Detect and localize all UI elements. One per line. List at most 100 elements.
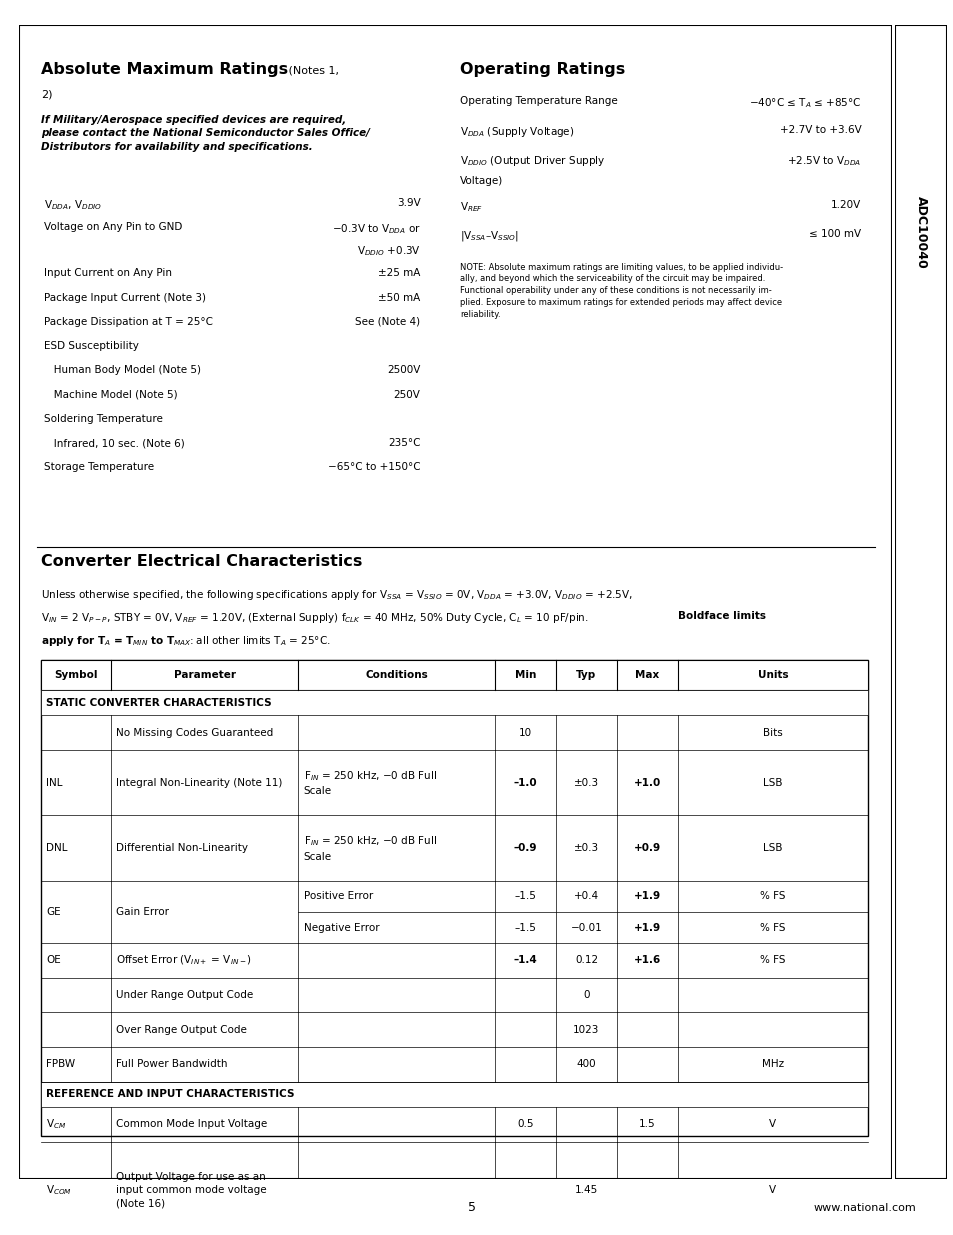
Text: Human Body Model (Note 5): Human Body Model (Note 5) <box>44 366 200 375</box>
Text: ±0.3: ±0.3 <box>574 778 598 788</box>
Text: REFERENCE AND INPUT CHARACTERISTICS: REFERENCE AND INPUT CHARACTERISTICS <box>46 1089 294 1099</box>
Text: % FS: % FS <box>760 892 784 902</box>
Text: ≤ 100 mV: ≤ 100 mV <box>808 228 861 240</box>
Text: (Notes 1,: (Notes 1, <box>285 65 339 75</box>
Text: GE: GE <box>46 906 61 918</box>
Text: Bits: Bits <box>762 727 781 737</box>
Text: Positive Error: Positive Error <box>303 892 373 902</box>
Text: : all other limits T$_A$ = 25°C.: : all other limits T$_A$ = 25°C. <box>189 635 331 648</box>
Text: –1.5: –1.5 <box>514 892 536 902</box>
Text: +1.0: +1.0 <box>634 778 660 788</box>
Text: 0.12: 0.12 <box>575 956 598 966</box>
Text: Operating Temperature Range: Operating Temperature Range <box>459 96 617 106</box>
Text: 0: 0 <box>582 990 589 1000</box>
Text: Soldering Temperature: Soldering Temperature <box>44 414 162 424</box>
Text: apply for T$_A$ = T$_{MIN}$ to T$_{MAX}$: apply for T$_A$ = T$_{MIN}$ to T$_{MAX}$ <box>41 635 192 648</box>
Text: Conditions: Conditions <box>365 669 428 679</box>
Text: 0.5: 0.5 <box>517 1119 533 1130</box>
Text: Full Power Bandwidth: Full Power Bandwidth <box>116 1060 227 1070</box>
Text: LSB: LSB <box>762 778 781 788</box>
Text: Output Voltage for use as an
input common mode voltage
(Note 16): Output Voltage for use as an input commo… <box>116 1172 266 1208</box>
Text: +0.9: +0.9 <box>634 844 660 853</box>
Text: DNL: DNL <box>46 844 68 853</box>
Text: +1.9: +1.9 <box>634 923 660 932</box>
Text: Boldface limits: Boldface limits <box>678 611 765 621</box>
Text: Min: Min <box>514 669 536 679</box>
Text: ±0.3: ±0.3 <box>574 844 598 853</box>
Text: Units: Units <box>757 669 787 679</box>
Text: F$_{IN}$ = 250 kHz, −0 dB Full
Scale: F$_{IN}$ = 250 kHz, −0 dB Full Scale <box>303 769 436 797</box>
Text: +2.7V to +3.6V: +2.7V to +3.6V <box>779 125 861 135</box>
Text: −0.01: −0.01 <box>570 923 601 932</box>
Text: ESD Susceptibility: ESD Susceptibility <box>44 341 138 351</box>
Text: FPBW: FPBW <box>46 1060 75 1070</box>
Text: V$_{CM}$: V$_{CM}$ <box>46 1118 67 1131</box>
Text: ±25 mA: ±25 mA <box>377 268 420 278</box>
Text: −40°C ≤ T$_A$ ≤ +85°C: −40°C ≤ T$_A$ ≤ +85°C <box>748 96 861 110</box>
Text: −0.3V to V$_{DDA}$ or: −0.3V to V$_{DDA}$ or <box>332 222 420 236</box>
Text: Input Current on Any Pin: Input Current on Any Pin <box>44 268 172 278</box>
Text: V: V <box>768 1119 776 1130</box>
Text: V: V <box>768 1186 776 1195</box>
Text: Offset Error (V$_{IN+}$ = V$_{IN-}$): Offset Error (V$_{IN+}$ = V$_{IN-}$) <box>116 953 252 967</box>
Text: 400: 400 <box>576 1060 596 1070</box>
Text: www.national.com: www.national.com <box>812 1203 915 1213</box>
Text: No Missing Codes Guaranteed: No Missing Codes Guaranteed <box>116 727 273 737</box>
Text: Parameter: Parameter <box>173 669 235 679</box>
Text: V$_{IN}$ = 2 V$_{P-P}$, STBY = 0V, V$_{REF}$ = 1.20V, (External Supply) f$_{CLK}: V$_{IN}$ = 2 V$_{P-P}$, STBY = 0V, V$_{R… <box>41 611 589 625</box>
Text: 2): 2) <box>41 89 52 99</box>
Text: Differential Non-Linearity: Differential Non-Linearity <box>116 844 248 853</box>
Text: +1.6: +1.6 <box>634 956 660 966</box>
Text: Integral Non-Linearity (Note 11): Integral Non-Linearity (Note 11) <box>116 778 282 788</box>
Text: INL: INL <box>46 778 63 788</box>
Text: 2500V: 2500V <box>387 366 420 375</box>
Text: Package Input Current (Note 3): Package Input Current (Note 3) <box>44 293 205 303</box>
Text: Package Dissipation at T = 25°C: Package Dissipation at T = 25°C <box>44 317 213 327</box>
Text: 1023: 1023 <box>573 1025 599 1035</box>
Text: –1.0: –1.0 <box>513 778 537 788</box>
Text: STATIC CONVERTER CHARACTERISTICS: STATIC CONVERTER CHARACTERISTICS <box>46 698 272 708</box>
Text: F$_{IN}$ = 250 kHz, −0 dB Full
Scale: F$_{IN}$ = 250 kHz, −0 dB Full Scale <box>303 835 436 862</box>
Text: 1.20V: 1.20V <box>830 200 861 210</box>
Bar <box>41 1082 866 1107</box>
Text: 1.45: 1.45 <box>575 1186 598 1195</box>
Text: 5: 5 <box>468 1202 476 1214</box>
Text: V$_{DDIO}$ (Output Driver Supply: V$_{DDIO}$ (Output Driver Supply <box>459 154 605 168</box>
Text: Under Range Output Code: Under Range Output Code <box>116 990 253 1000</box>
Text: –0.9: –0.9 <box>513 844 537 853</box>
Text: 235°C: 235°C <box>388 438 420 448</box>
Text: Converter Electrical Characteristics: Converter Electrical Characteristics <box>41 553 362 568</box>
Text: OE: OE <box>46 956 61 966</box>
Text: –1.4: –1.4 <box>513 956 537 966</box>
Text: ADC10040: ADC10040 <box>914 196 926 269</box>
Text: Operating Ratings: Operating Ratings <box>459 62 624 77</box>
Text: Absolute Maximum Ratings: Absolute Maximum Ratings <box>41 62 288 77</box>
Text: 1.5: 1.5 <box>639 1119 656 1130</box>
Text: Common Mode Input Voltage: Common Mode Input Voltage <box>116 1119 267 1130</box>
Text: +0.4: +0.4 <box>574 892 598 902</box>
Text: Voltage on Any Pin to GND: Voltage on Any Pin to GND <box>44 222 182 232</box>
Text: Gain Error: Gain Error <box>116 906 169 918</box>
Bar <box>41 659 866 690</box>
Text: Storage Temperature: Storage Temperature <box>44 462 153 472</box>
Text: NOTE: Absolute maximum ratings are limiting values, to be applied individu-
ally: NOTE: Absolute maximum ratings are limit… <box>459 263 782 319</box>
Text: If Military/Aerospace specified devices are required,
please contact the Nationa: If Military/Aerospace specified devices … <box>41 115 370 152</box>
Text: ±50 mA: ±50 mA <box>378 293 420 303</box>
Text: LSB: LSB <box>762 844 781 853</box>
Text: +2.5V to V$_{DDA}$: +2.5V to V$_{DDA}$ <box>786 154 861 168</box>
Text: Infrared, 10 sec. (Note 6): Infrared, 10 sec. (Note 6) <box>44 438 184 448</box>
Text: MHz: MHz <box>761 1060 783 1070</box>
Text: Symbol: Symbol <box>54 669 97 679</box>
Text: Voltage): Voltage) <box>459 175 502 186</box>
Text: 250V: 250V <box>394 389 420 400</box>
Text: % FS: % FS <box>760 923 784 932</box>
Text: % FS: % FS <box>760 956 784 966</box>
Text: V$_{DDIO}$ +0.3V: V$_{DDIO}$ +0.3V <box>356 245 420 258</box>
Text: –1.5: –1.5 <box>514 923 536 932</box>
Text: 10: 10 <box>518 727 532 737</box>
Text: V$_{DDA}$, V$_{DDIO}$: V$_{DDA}$, V$_{DDIO}$ <box>44 198 102 211</box>
Text: V$_{DDA}$ (Supply Voltage): V$_{DDA}$ (Supply Voltage) <box>459 125 574 140</box>
Text: Machine Model (Note 5): Machine Model (Note 5) <box>44 389 177 400</box>
Text: Negative Error: Negative Error <box>303 923 379 932</box>
Text: 3.9V: 3.9V <box>396 198 420 207</box>
